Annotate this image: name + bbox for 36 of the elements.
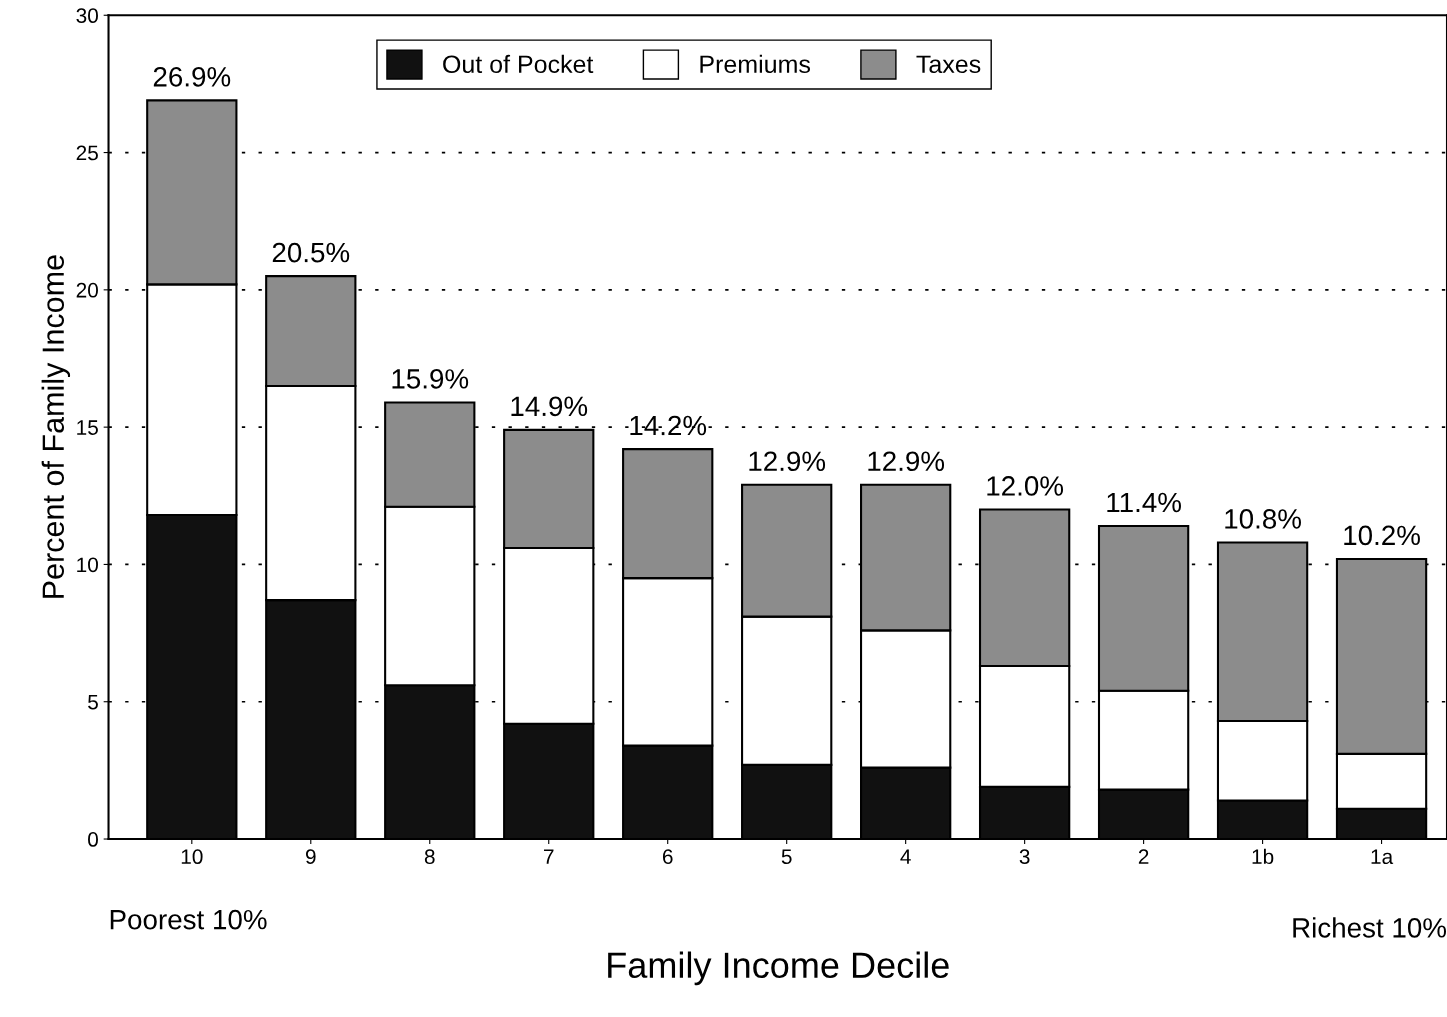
x-tick-label: 5 [781, 849, 792, 865]
total-label: 11.4% [1107, 492, 1181, 513]
total-label: 15.9% [392, 369, 469, 389]
y-axis-title: Percent of Family Income [41, 255, 71, 598]
total-label: 20.5% [272, 242, 350, 263]
x-tick-label: 8 [424, 849, 435, 865]
y-tick-label: 0 [88, 832, 98, 847]
y-tick-label: 25 [76, 145, 98, 161]
y-tick-label: 10 [77, 557, 98, 573]
total-label: 10.2% [1344, 525, 1420, 546]
total-label: 10.8% [1225, 509, 1301, 529]
x-axis-title: Family Income Decile [608, 951, 949, 986]
y-tick-label: 20 [76, 282, 98, 298]
x-tick-label: 9 [305, 849, 316, 865]
x-tick-label: 4 [900, 849, 911, 864]
total-label: 12.0% [987, 476, 1064, 496]
total-label: 26.9% [153, 66, 231, 87]
x-tick-label: 2 [1138, 849, 1149, 864]
x-tick-label: 7 [544, 849, 554, 864]
x-tick-label: 1b [1252, 848, 1274, 865]
legend-label: Out of Pocket [443, 54, 594, 74]
y-tick-label: 15 [77, 420, 98, 435]
x-tick-label: 6 [662, 849, 673, 865]
legend-label: Taxes [916, 55, 981, 74]
total-label: 14.9% [511, 396, 588, 417]
y-tick-label: 30 [76, 8, 98, 24]
x-tick-label: 3 [1019, 849, 1030, 865]
x-tick-label: 10 [181, 849, 203, 865]
total-label: 14.2% [630, 415, 707, 436]
y-tick-label: 5 [88, 694, 98, 710]
text: Poorest 10% [110, 909, 267, 930]
total-label: 12.9% [868, 451, 945, 472]
legend-label: Premiums [700, 54, 811, 74]
text: Richest 10% [1293, 917, 1447, 938]
total-label: 12.9% [749, 451, 826, 472]
x-tick-label: 1a [1371, 849, 1394, 865]
